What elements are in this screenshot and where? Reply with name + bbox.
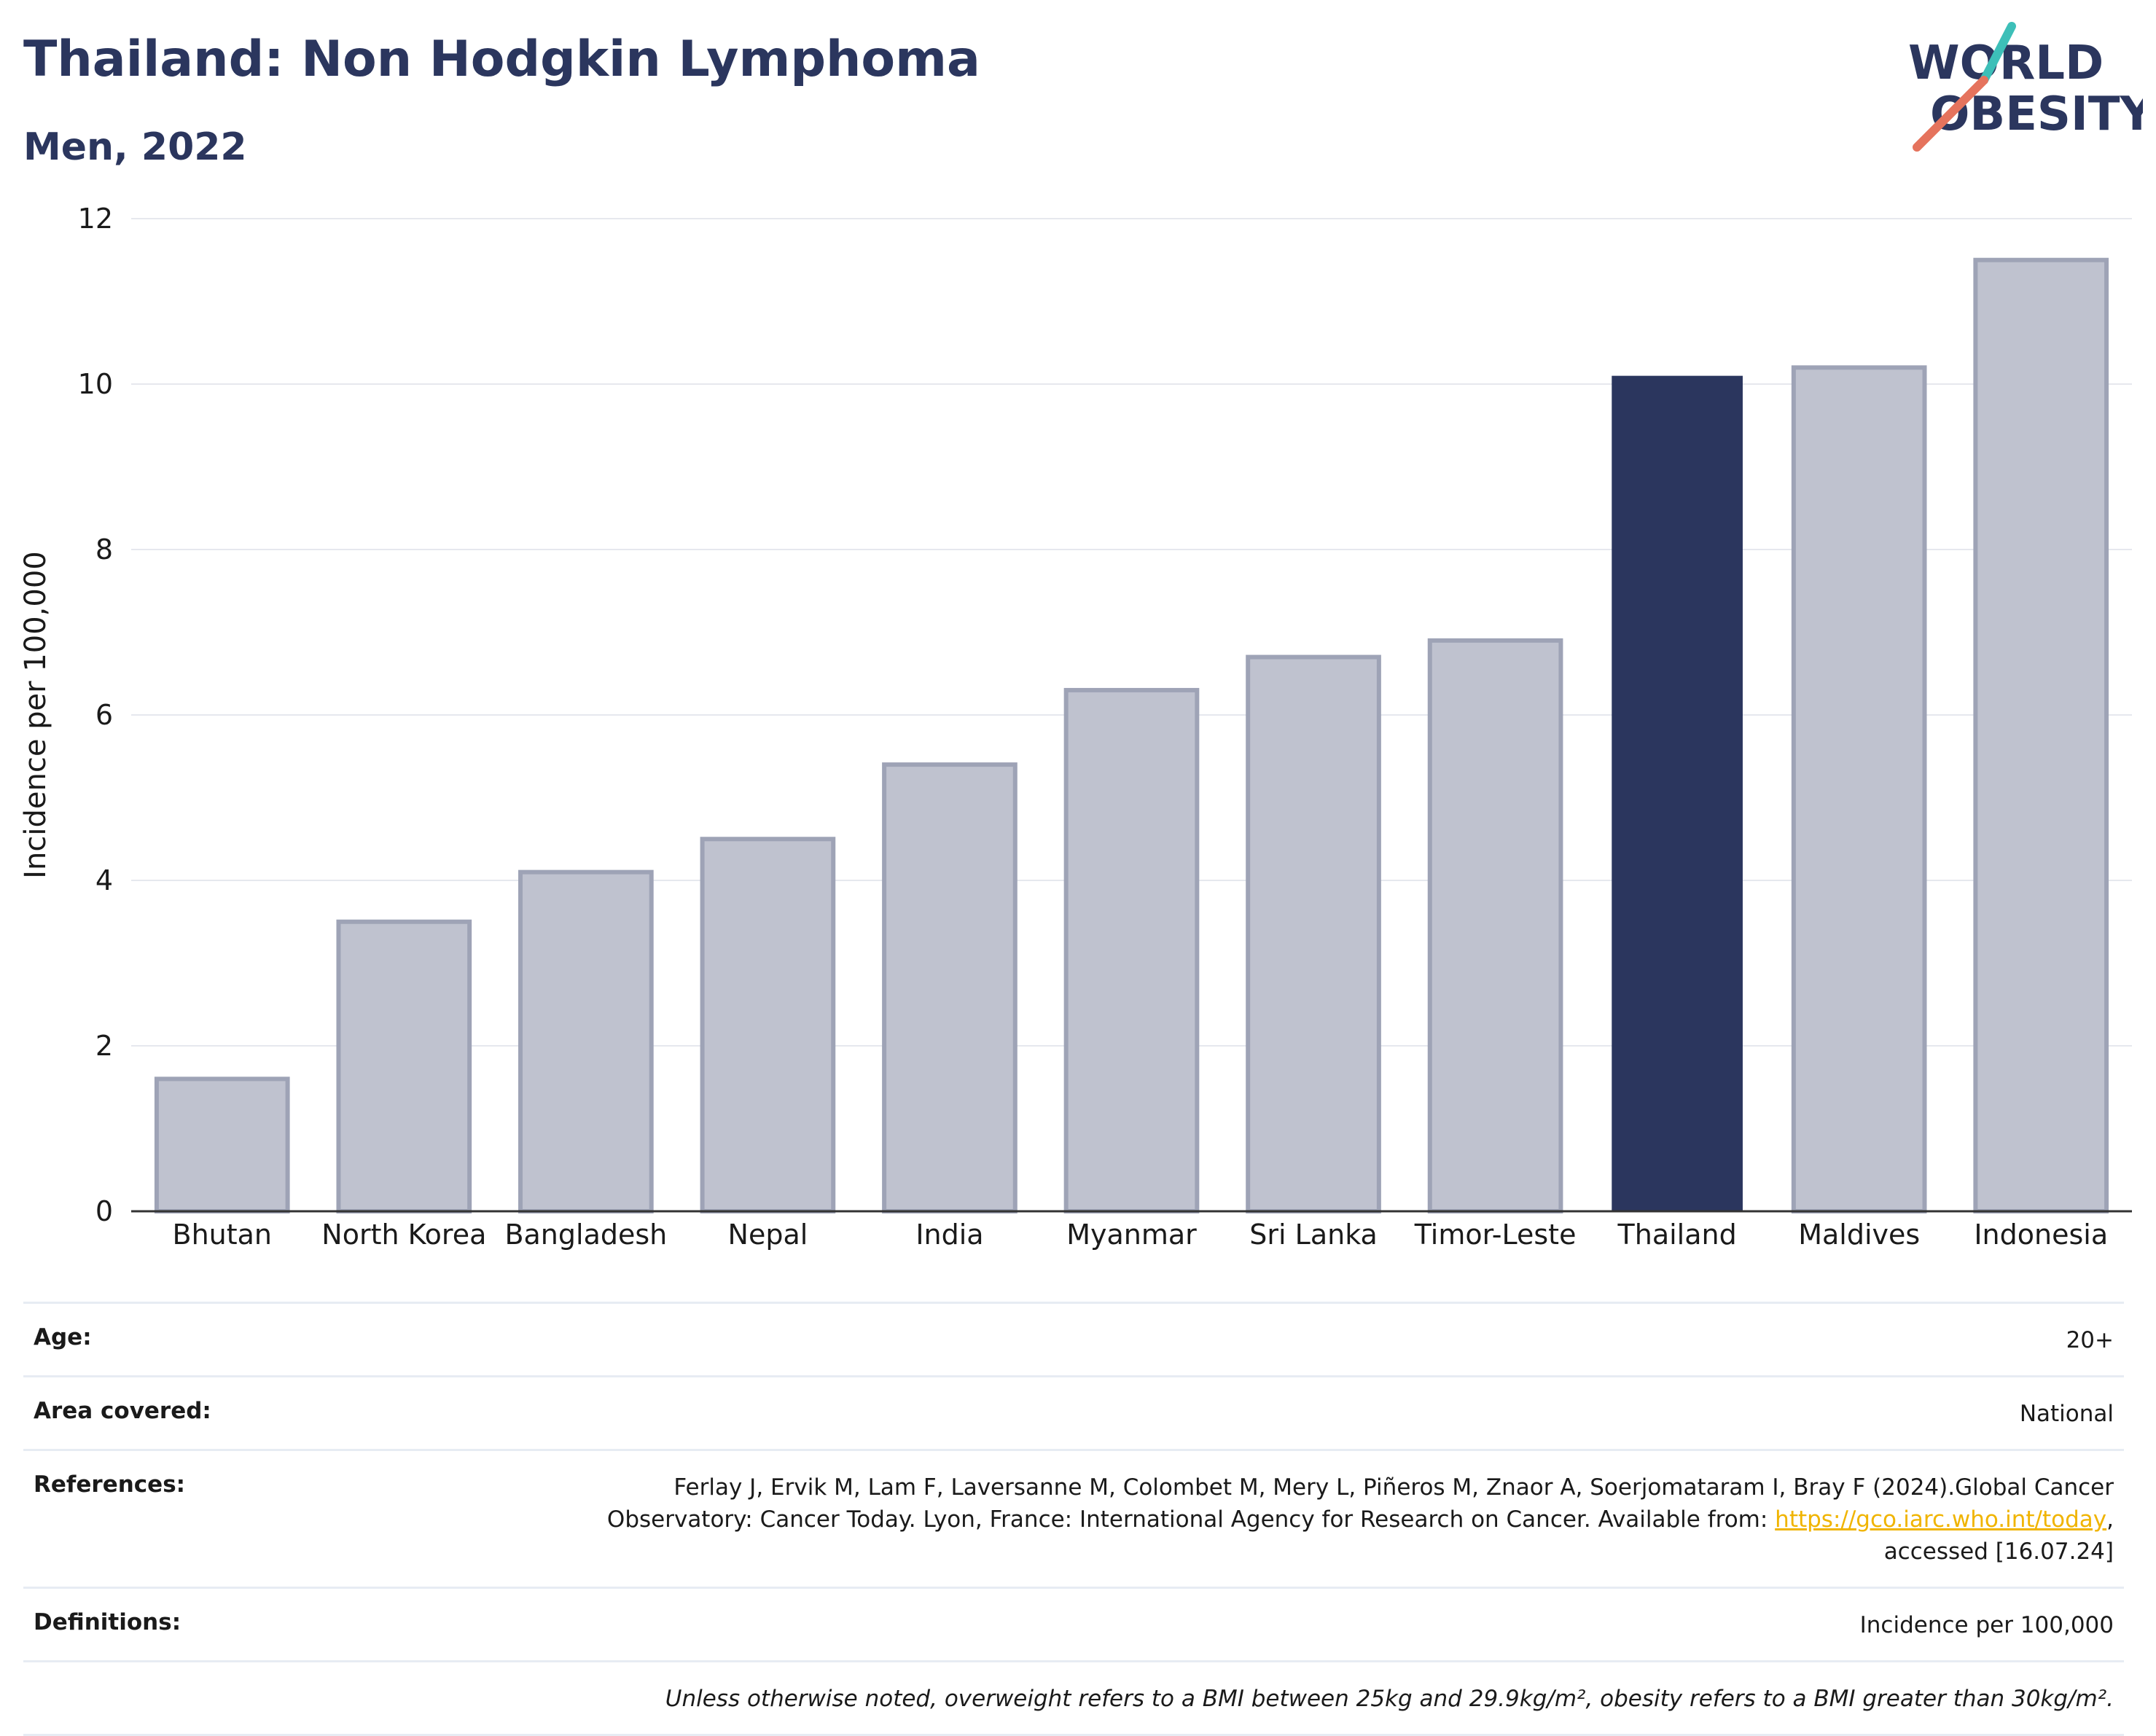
references-label: References:: [34, 1471, 186, 1498]
info-row-age: Age: 20+: [23, 1302, 2124, 1375]
bars: [154, 257, 2109, 1214]
age-label: Age:: [34, 1324, 92, 1350]
y-tick-label: 2: [95, 1030, 113, 1062]
y-tick-label: 4: [95, 864, 113, 896]
definitions-label: Definitions:: [34, 1609, 181, 1635]
y-tick-label: 0: [95, 1195, 113, 1227]
x-tick-label: Thailand: [1617, 1219, 1737, 1251]
age-value: 20+: [2066, 1327, 2114, 1353]
x-tick-label: India: [915, 1219, 983, 1251]
chart-subtitle: Men, 2022: [23, 125, 247, 169]
bar-thailand: [1612, 375, 1743, 1211]
x-tick-label: Sri Lanka: [1249, 1219, 1378, 1251]
y-tick-label: 10: [78, 368, 113, 400]
x-tick-label: Bangladesh: [504, 1219, 667, 1251]
bar-chart: 0 2 4 6 8 10 12 Bhutan North Korea Bangladesh Nep…: [19, 203, 2132, 1251]
bar-bhutan: [154, 1076, 290, 1214]
x-tick-label: Bhutan: [173, 1219, 273, 1251]
bar-india: [882, 762, 1018, 1213]
bar-north-korea: [336, 919, 472, 1213]
bar-indonesia: [1973, 257, 2109, 1213]
logo-word-obesity: OBESITY: [1930, 87, 2143, 141]
logo-slash-teal: [1980, 22, 2016, 85]
bar-maldives: [1791, 365, 1927, 1213]
x-tick-label: Maldives: [1798, 1219, 1920, 1251]
y-tick-label: 12: [78, 203, 113, 235]
chart-title: Thailand: Non Hodgkin Lymphoma: [23, 31, 980, 88]
area-label: Area covered:: [34, 1398, 211, 1424]
references-link[interactable]: https://gco.iarc.who.int/today: [1775, 1506, 2107, 1533]
bmi-note: Unless otherwise noted, overweight refer…: [665, 1686, 2114, 1712]
info-row-note: Unless otherwise noted, overweight refer…: [23, 1660, 2124, 1736]
x-tick-label: Timor-Leste: [1414, 1219, 1577, 1251]
references-line-2: Observatory: Cancer Today. Lyon, France:…: [606, 1506, 1776, 1533]
references-line-3: accessed [16.07.24]: [1883, 1538, 2114, 1565]
x-tick-label: Nepal: [728, 1219, 808, 1251]
world-obesity-logo: WORLD OBESITY: [1908, 22, 2143, 152]
info-table: Age: 20+ Area covered: National Referenc…: [23, 1302, 2124, 1736]
x-tick-label: Myanmar: [1066, 1219, 1197, 1251]
info-row-area: Area covered: National: [23, 1375, 2124, 1449]
references-line-1: Ferlay J, Ervik M, Lam F, Laversanne M, …: [673, 1474, 2114, 1501]
y-axis-ticks: 0 2 4 6 8 10 12: [78, 203, 113, 1227]
info-row-definitions: Definitions: Incidence per 100,000: [23, 1587, 2124, 1660]
references-value: Ferlay J, Ervik M, Lam F, Laversanne M, …: [606, 1474, 2114, 1565]
area-value: National: [2019, 1401, 2114, 1427]
bar-sri-lanka: [1246, 654, 1381, 1213]
bar-timor-leste: [1427, 638, 1563, 1213]
info-row-references: References: Ferlay J, Ervik M, Lam F, La…: [23, 1449, 2124, 1587]
x-tick-label: North Korea: [321, 1219, 486, 1251]
bar-myanmar: [1063, 687, 1200, 1213]
y-axis-label: Incidence per 100,000: [19, 551, 52, 879]
x-tick-label: Indonesia: [1974, 1219, 2108, 1251]
x-axis-ticks: Bhutan North Korea Bangladesh Nepal India Mya…: [173, 1219, 2109, 1251]
logo-slash-coral: [1913, 76, 1988, 152]
bar-bangladesh: [518, 869, 654, 1214]
definitions-value: Incidence per 100,000: [1859, 1612, 2114, 1638]
y-tick-label: 8: [95, 533, 113, 566]
y-tick-label: 6: [95, 699, 113, 731]
bar-nepal: [700, 837, 836, 1213]
